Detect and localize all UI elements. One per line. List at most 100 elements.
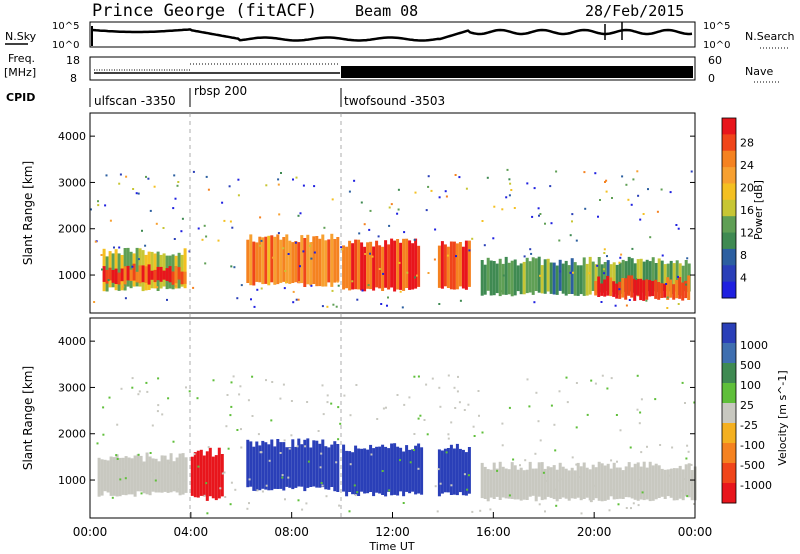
data-cell	[558, 259, 562, 291]
speckle	[575, 382, 578, 384]
data-cell	[455, 243, 459, 290]
data-cell	[348, 451, 352, 492]
speckle	[569, 271, 572, 274]
speckle	[337, 284, 340, 287]
data-cell	[366, 449, 370, 494]
speckle	[416, 274, 418, 277]
speckle	[447, 433, 450, 436]
speckle	[321, 384, 324, 387]
data-cell	[399, 447, 403, 492]
data-cell	[126, 265, 130, 281]
data-cell	[609, 468, 613, 497]
speckle	[468, 249, 471, 252]
data-cell	[461, 449, 465, 496]
data-cell	[180, 254, 184, 287]
data-cell	[408, 240, 412, 290]
speckle	[397, 208, 400, 211]
colorbar-swatch	[722, 232, 736, 250]
data-cell	[136, 454, 140, 492]
speckle	[364, 253, 367, 255]
speckle	[326, 394, 329, 397]
data-cell	[252, 446, 256, 491]
data-cell	[327, 239, 331, 283]
speckle	[382, 272, 385, 275]
speckle	[260, 451, 263, 454]
data-cell	[561, 466, 565, 498]
data-cell	[166, 459, 170, 493]
data-cell	[273, 446, 277, 489]
data-cell	[402, 238, 406, 291]
data-cell	[615, 467, 619, 500]
speckle	[131, 377, 134, 380]
speckle	[339, 422, 342, 425]
speckle	[693, 503, 695, 505]
data-cell	[672, 468, 676, 501]
speckle	[603, 272, 606, 275]
speckle	[402, 502, 405, 504]
speckle	[353, 484, 356, 487]
data-cell	[348, 240, 352, 291]
speckle	[533, 187, 536, 190]
data-cell	[519, 263, 523, 295]
speckle	[427, 185, 430, 188]
data-cell	[211, 456, 215, 499]
data-cell	[100, 459, 104, 496]
data-cell	[480, 260, 484, 296]
data-cell	[531, 257, 535, 295]
x-tick-label: 08:00	[274, 525, 309, 539]
data-cell	[681, 469, 685, 501]
speckle	[295, 176, 298, 179]
speckle	[690, 170, 693, 173]
data-cell	[591, 261, 595, 291]
speckle	[229, 220, 232, 223]
colorbar-swatch	[722, 443, 736, 464]
data-cell	[443, 448, 447, 493]
speckle	[248, 502, 250, 505]
speckle	[162, 227, 165, 229]
speckle	[386, 304, 388, 307]
speckle	[118, 246, 121, 249]
speckle	[454, 174, 457, 176]
speckle	[530, 252, 533, 255]
data-cell	[205, 451, 209, 501]
speckle	[659, 444, 662, 446]
data-cell	[467, 447, 471, 494]
data-cell	[555, 265, 559, 295]
speckle	[396, 394, 399, 396]
speckle	[605, 190, 608, 193]
colorbar-tick-label: 12	[740, 227, 754, 240]
freq-label-1: Freq.	[8, 52, 35, 65]
speckle	[519, 464, 521, 467]
data-cell	[651, 257, 655, 292]
speckle	[174, 197, 177, 200]
data-cell	[687, 275, 691, 300]
speckle	[417, 467, 420, 470]
speckle	[206, 512, 209, 515]
data-cell	[654, 263, 658, 293]
data-cell	[489, 260, 493, 296]
data-cell	[552, 262, 556, 295]
speckle	[649, 236, 652, 239]
data-cell	[612, 462, 616, 500]
speckle	[239, 385, 242, 388]
speckle	[603, 252, 606, 254]
speckle	[413, 238, 416, 241]
data-cell	[534, 468, 538, 502]
speckle	[537, 207, 540, 210]
speckle	[596, 264, 599, 267]
data-cell	[582, 257, 586, 296]
speckle	[477, 390, 480, 392]
speckle	[524, 459, 527, 462]
data-cell	[288, 447, 292, 488]
speckle	[548, 467, 551, 470]
speckle	[539, 274, 542, 277]
speckle	[681, 381, 684, 384]
data-cell	[312, 440, 316, 487]
speckle	[629, 446, 632, 449]
speckle	[599, 199, 601, 201]
speckle	[594, 172, 597, 175]
speckle	[369, 252, 371, 255]
speckle	[288, 447, 291, 450]
data-cell	[546, 466, 550, 497]
data-cell	[105, 269, 109, 284]
